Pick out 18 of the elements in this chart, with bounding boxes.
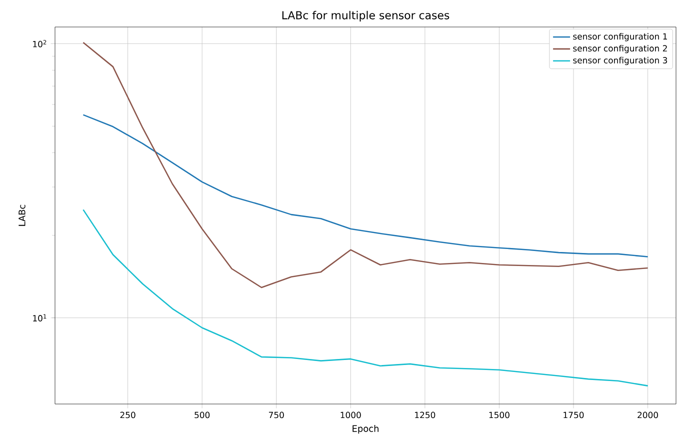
x-tick-label: 1500 xyxy=(489,412,510,418)
x-tick-label: 1000 xyxy=(340,412,361,418)
x-tick-label: 250 xyxy=(120,412,136,418)
y-tick-label: 10$^{1}$ xyxy=(33,314,46,322)
x-axis-title: Epoch xyxy=(352,425,378,434)
x-tick-label: 2000 xyxy=(638,412,658,418)
x-tick-label: 500 xyxy=(194,412,210,418)
x-tick-label: 750 xyxy=(268,412,284,418)
line-series xyxy=(82,114,648,258)
legend-label: sensor configuration 2 xyxy=(573,44,667,54)
y-tick-label: 10$^{2}$ xyxy=(33,40,46,48)
legend-label: sensor configuration 3 xyxy=(573,56,668,66)
x-tick-label: 1250 xyxy=(415,412,436,418)
chart-title: LABc for multiple sensor cases xyxy=(282,10,450,22)
line-series xyxy=(82,209,648,386)
y-axis-title: LABc xyxy=(18,204,26,226)
x-tick-label: 1750 xyxy=(564,412,584,418)
legend-label: sensor configuration 1 xyxy=(573,33,667,42)
